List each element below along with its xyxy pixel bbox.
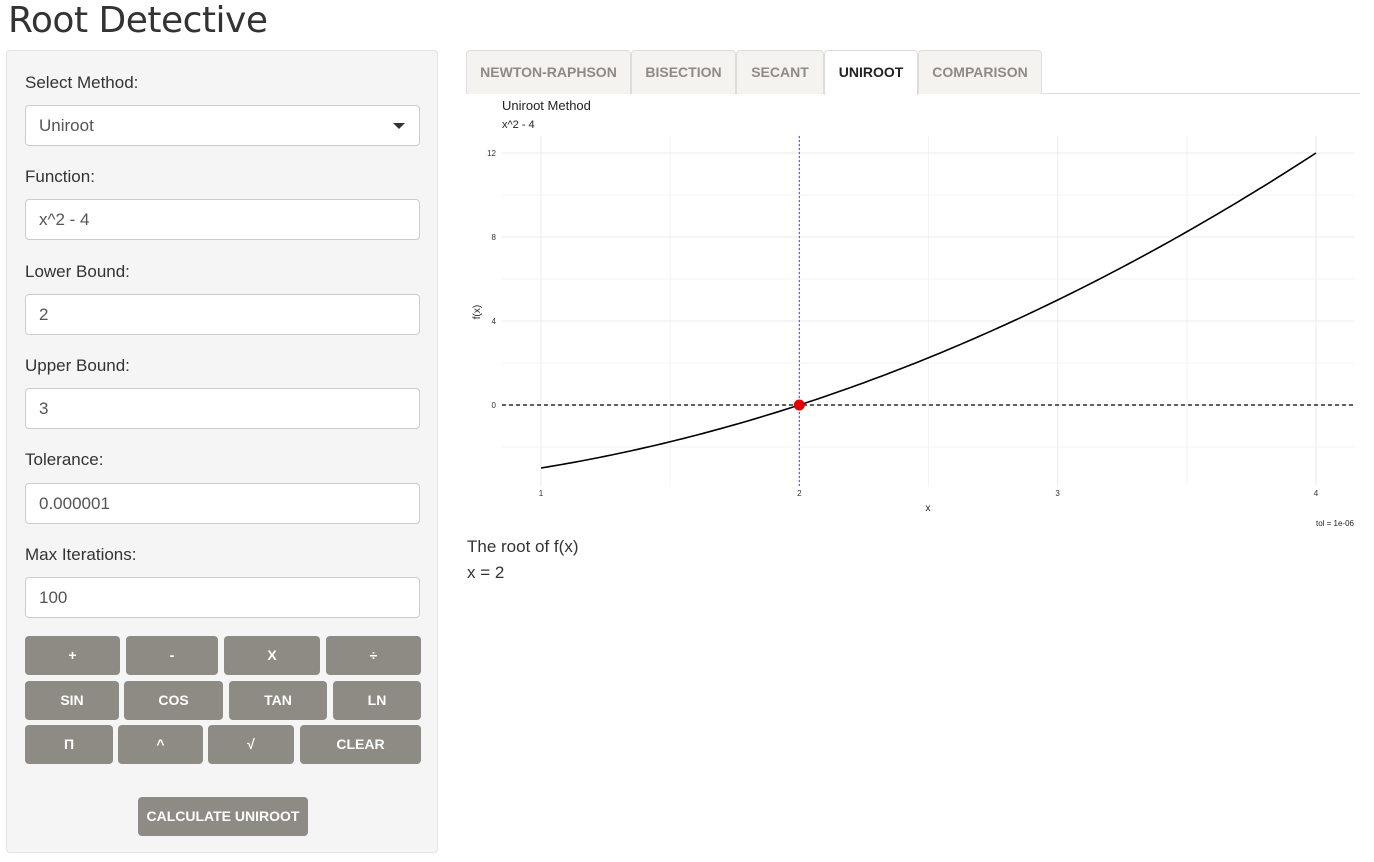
method-select-value: Uniroot	[39, 116, 94, 135]
cos-button[interactable]: COS	[124, 681, 223, 720]
minus-button[interactable]: -	[126, 636, 218, 675]
method-tabs: NEWTON-RAPHSON BISECTION SECANT UNIROOT …	[466, 50, 1360, 95]
result-label: The root of f(x)	[467, 537, 579, 556]
result-value: x = 2	[467, 563, 505, 582]
function-curve	[540, 152, 1317, 469]
function-input[interactable]: x^2 - 4	[25, 199, 420, 240]
chevron-down-icon	[393, 123, 405, 129]
tab-bisection[interactable]: BISECTION	[631, 50, 736, 94]
sin-button[interactable]: SIN	[25, 681, 119, 720]
upper-bound-label: Upper Bound:	[25, 356, 130, 375]
tab-secant[interactable]: SECANT	[736, 50, 824, 94]
pi-button[interactable]: Π	[25, 725, 113, 764]
input-panel: Select Method: Uniroot Function: x^2 - 4…	[6, 50, 438, 853]
clear-button[interactable]: CLEAR	[300, 725, 421, 764]
method-label: Select Method:	[25, 73, 139, 92]
max-iterations-input[interactable]: 100	[25, 577, 420, 618]
y-axis-label: f(x)	[472, 305, 483, 319]
chart-caption: tol = 1e-06	[1316, 519, 1355, 528]
x-tick-label: 4	[1314, 489, 1319, 498]
y-tick-label: 8	[492, 233, 497, 242]
y-tick-label: 0	[492, 401, 497, 410]
tab-newton-raphson[interactable]: NEWTON-RAPHSON	[466, 50, 631, 94]
chart-title: Uniroot Method	[502, 98, 591, 113]
lower-bound-label: Lower Bound:	[25, 262, 130, 281]
x-axis-label: x	[926, 503, 931, 514]
x-tick-label: 1	[539, 489, 544, 498]
multiply-button[interactable]: X	[224, 636, 320, 675]
chart-lines	[502, 136, 1354, 486]
max-iterations-label: Max Iterations:	[25, 545, 137, 564]
method-select[interactable]: Uniroot	[25, 105, 420, 146]
x-tick-label: 3	[1055, 489, 1060, 498]
root-point	[793, 399, 805, 411]
divide-button[interactable]: ÷	[326, 636, 421, 675]
x-tick-label: 2	[797, 489, 802, 498]
app-title: Root Detective	[8, 0, 268, 41]
y-tick-label: 12	[487, 149, 496, 158]
lower-bound-input[interactable]: 2	[25, 294, 420, 335]
tolerance-input[interactable]: 0.000001	[25, 483, 420, 524]
plus-button[interactable]: +	[25, 636, 120, 675]
tolerance-label: Tolerance:	[25, 450, 104, 469]
y-tick-label: 4	[492, 317, 497, 326]
tab-comparison[interactable]: COMPARISON	[918, 50, 1042, 94]
power-button[interactable]: ^	[118, 725, 203, 764]
upper-bound-input[interactable]: 3	[25, 388, 420, 429]
uniroot-chart: 1 2 3 4 0 4 8 12 Uniroot Method x^2 - 4 x f(x) …	[466, 96, 1360, 537]
sqrt-button[interactable]: √	[208, 725, 294, 764]
tan-button[interactable]: TAN	[229, 681, 327, 720]
chart-subtitle: x^2 - 4	[502, 119, 535, 131]
tab-uniroot[interactable]: UNIROOT	[824, 50, 918, 95]
ln-button[interactable]: LN	[333, 681, 421, 720]
calculate-button[interactable]: CALCULATE UNIROOT	[138, 797, 308, 836]
chart-grid	[502, 136, 1354, 486]
function-label: Function:	[25, 167, 95, 186]
